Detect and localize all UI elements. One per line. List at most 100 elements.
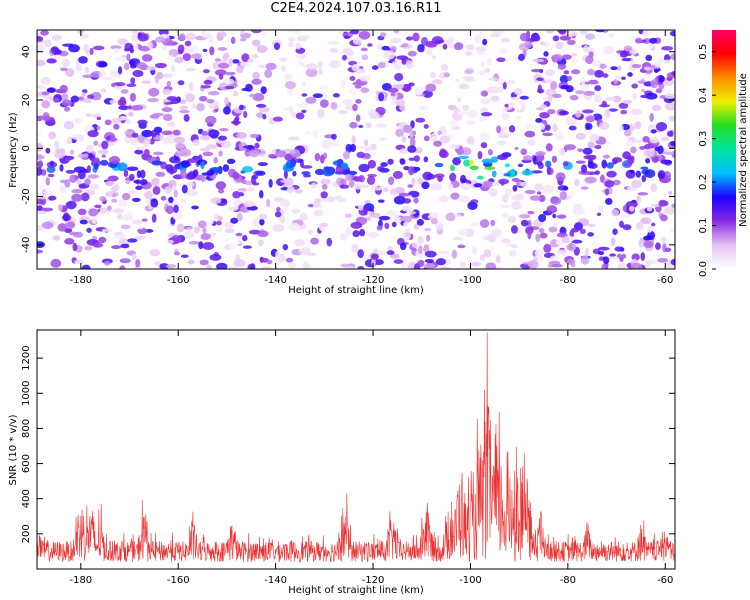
heatmap-cell — [292, 170, 297, 177]
heatmap-cell — [255, 170, 266, 176]
x-tick-label: -60 — [657, 275, 673, 286]
heatmap-cell — [62, 58, 70, 68]
heatmap-cell — [291, 208, 301, 214]
heatmap-cell — [539, 104, 548, 109]
heatmap-cell — [190, 53, 202, 59]
heatmap-cell — [364, 139, 369, 147]
heatmap-cell — [467, 109, 478, 119]
heatmap-cell — [139, 179, 148, 186]
heatmap-cell — [200, 161, 205, 170]
heatmap-cell — [268, 178, 273, 188]
heatmap-cell — [501, 212, 509, 218]
heatmap-cell — [438, 195, 450, 203]
heatmap-cell — [630, 108, 642, 115]
heatmap-cell — [100, 159, 109, 166]
heatmap-cell — [218, 73, 224, 80]
heatmap-cell — [177, 44, 185, 54]
heatmap-cell — [594, 170, 600, 175]
heatmap-cell — [155, 171, 166, 177]
heatmap-cell — [354, 183, 362, 190]
heatmap-cell — [476, 175, 484, 180]
heatmap-cell — [597, 246, 610, 251]
heatmap-cell — [54, 148, 66, 154]
heatmap-cell — [481, 158, 494, 164]
heatmap-cell — [123, 169, 129, 178]
heatmap-cell — [469, 165, 479, 171]
x-tick-label: -160 — [167, 575, 190, 586]
heatmap-cell — [649, 112, 654, 122]
heatmap-cell — [258, 190, 264, 199]
heatmap-cell — [130, 77, 136, 85]
heatmap-cell — [297, 102, 308, 108]
heatmap-cell — [394, 72, 404, 82]
colorbar-tick-label: 0.0 — [698, 261, 709, 277]
heatmap-cell — [291, 30, 302, 35]
heatmap-cell — [575, 90, 585, 95]
heatmap-cell — [96, 116, 102, 121]
heatmap-cell — [172, 129, 181, 136]
heatmap-cell — [477, 151, 483, 160]
heatmap-cell — [185, 173, 196, 180]
heatmap-cell — [660, 200, 669, 207]
heatmap-cell — [625, 155, 635, 161]
heatmap-cell — [463, 159, 471, 167]
heatmap-cell — [243, 200, 256, 208]
heatmap-cell — [41, 91, 50, 96]
heatmap-cell — [143, 139, 149, 148]
heatmap-cell — [279, 215, 286, 224]
heatmap-cell — [166, 96, 178, 101]
heatmap-cell — [173, 190, 178, 198]
heatmap-cell — [305, 96, 317, 104]
heatmap-cell — [670, 258, 675, 266]
heatmap-cell — [351, 243, 359, 253]
heatmap-cell — [547, 264, 554, 268]
heatmap-cell — [340, 162, 349, 170]
heatmap-cell — [131, 132, 139, 138]
heatmap-cell — [314, 153, 321, 162]
heatmap-cell — [216, 220, 222, 226]
colorbar: 0.0 0.1 0.2 0.3 0.4 0.5 Normalized spectral a… — [698, 30, 749, 277]
heatmap-cell — [371, 212, 381, 219]
heatmap-cell — [412, 32, 420, 42]
heatmap-cell — [458, 228, 469, 236]
heatmap-cell — [185, 93, 196, 103]
heatmap-cell — [183, 114, 190, 122]
heatmap-cell — [389, 37, 402, 44]
heatmap-cell — [672, 249, 675, 255]
heatmap-cell — [470, 222, 480, 226]
heatmap-cell — [583, 90, 595, 96]
heatmap-cell — [191, 205, 199, 210]
heatmap-cell — [80, 33, 89, 40]
heatmap-cell — [320, 191, 328, 199]
heatmap-cell — [125, 118, 131, 124]
heatmap-cell — [321, 139, 333, 149]
heatmap-cell — [406, 195, 413, 199]
heatmap-cell — [655, 122, 668, 132]
heatmap-cell — [248, 149, 260, 158]
heatmap-cell — [59, 179, 67, 184]
heatmap-cell — [340, 178, 347, 186]
heatmap-cell — [639, 145, 646, 150]
heatmap-cell — [585, 115, 596, 123]
heatmap-cell — [280, 179, 292, 184]
heatmap-cell — [545, 160, 552, 168]
heatmap-cell — [149, 138, 155, 145]
heatmap-cell — [422, 171, 433, 181]
heatmap-cell — [614, 75, 624, 80]
heatmap-cell — [94, 204, 102, 209]
heatmap-cell — [113, 123, 120, 130]
heatmap-cell — [597, 204, 604, 212]
heatmap-x-label: Height of straight line (km) — [288, 285, 424, 296]
heatmap-cell — [80, 192, 90, 202]
heatmap-cell — [226, 158, 236, 165]
heatmap-cell — [207, 90, 220, 96]
heatmap-cell — [513, 87, 523, 96]
heatmap-cell — [501, 238, 511, 244]
heatmap-cell — [494, 266, 503, 269]
heatmap-cell — [360, 87, 370, 93]
heatmap-cell — [179, 99, 187, 105]
x-tick-label: -100 — [459, 575, 482, 586]
heatmap-cell — [623, 45, 633, 52]
heatmap-cell — [117, 66, 123, 75]
heatmap-cell — [41, 221, 54, 230]
